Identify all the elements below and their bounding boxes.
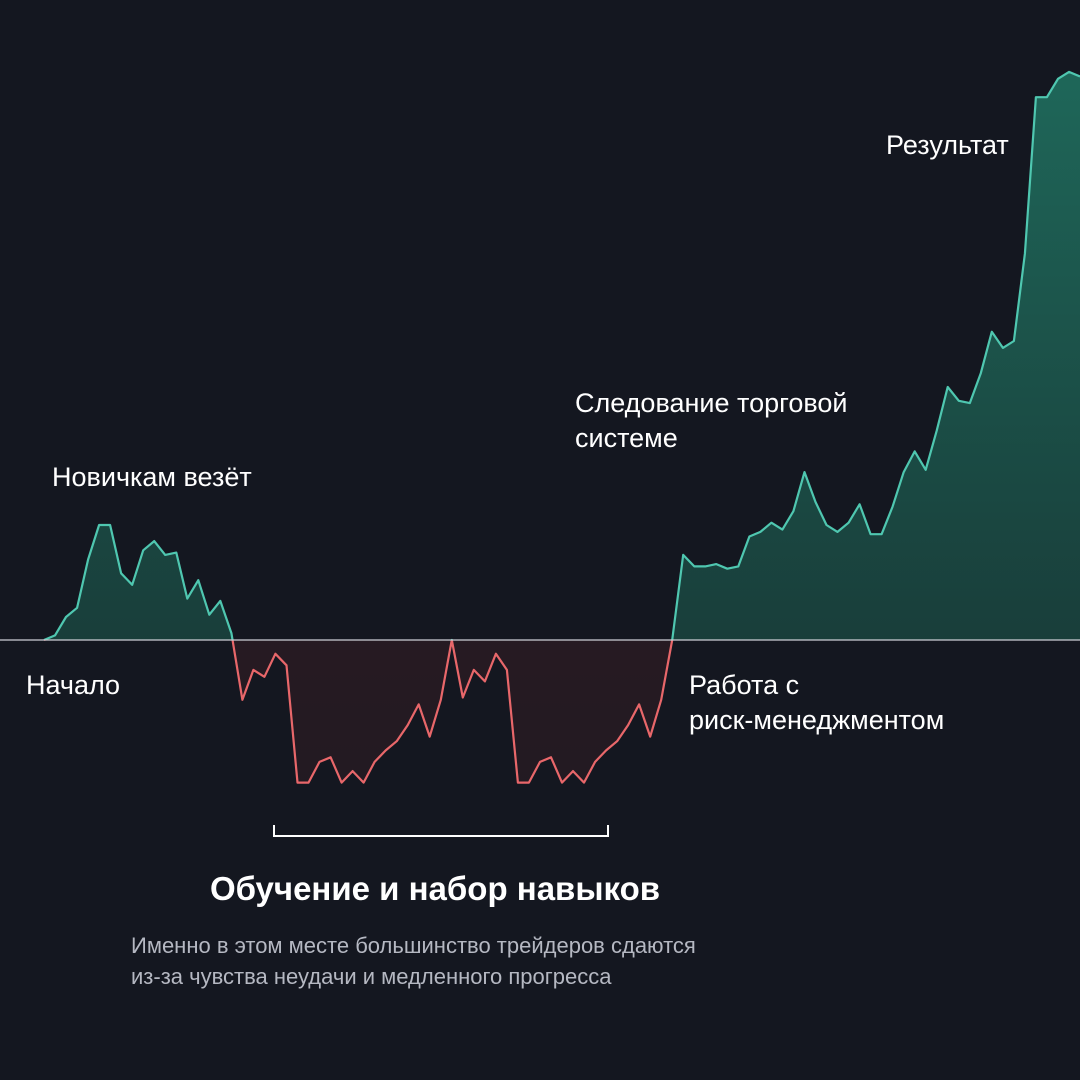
area-fills [44, 71, 1080, 783]
negative-area [44, 640, 1080, 783]
curve-lines [43, 70, 1080, 784]
annotation-trading-system-line2: системе [575, 423, 678, 453]
learning-phase-description: Именно в этом месте большинство трейдеро… [131, 930, 696, 992]
annotation-risk-management-line1: Работа с [689, 670, 800, 700]
annotation-risk-management-line2: риск-менеджментом [689, 705, 945, 735]
annotation-start: Начало [26, 668, 120, 703]
annotation-beginners-luck: Новичкам везёт [52, 460, 252, 495]
annotation-start-text: Начало [26, 670, 121, 700]
positive-area [44, 71, 1080, 640]
annotation-result-text: Результат [886, 130, 1009, 160]
positive-line [43, 70, 1080, 640]
annotation-result: Результат [886, 128, 1009, 163]
annotation-beginners-luck-text: Новичкам везёт [52, 462, 252, 492]
annotation-risk-management: Работа с риск-менеджментом [689, 668, 944, 738]
learning-phase-title: Обучение и набор навыков [209, 870, 661, 907]
description-line-2: из-за чувства неудачи и медленного прогр… [131, 964, 612, 989]
learning-phase-bracket [273, 825, 609, 837]
description-line-1: Именно в этом месте большинство трейдеро… [131, 933, 696, 958]
annotation-trading-system-line1: Следование торговой [575, 388, 848, 418]
negative-line [44, 640, 674, 784]
annotation-trading-system: Следование торговой системе [575, 386, 848, 456]
